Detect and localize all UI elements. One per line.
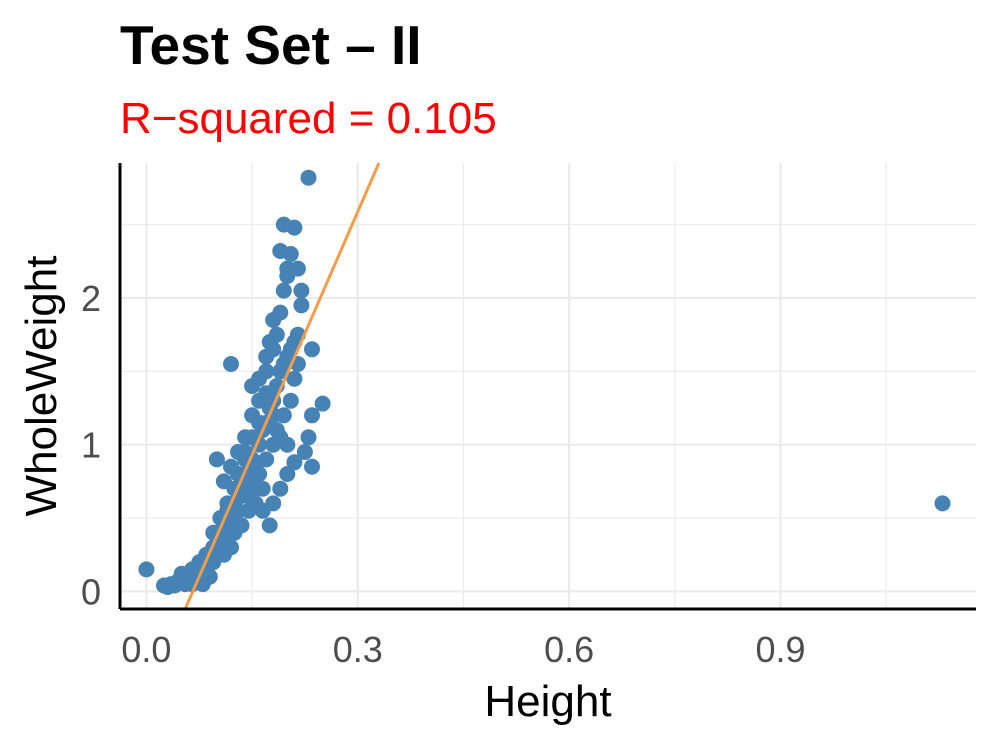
- data-point: [300, 169, 317, 186]
- fit-line-layer: [183, 162, 381, 610]
- x-axis-title: Height: [484, 677, 611, 726]
- x-tick-label: 0.6: [544, 629, 594, 670]
- data-point: [244, 429, 261, 446]
- data-point: [272, 243, 289, 259]
- data-point: [268, 326, 285, 343]
- data-point: [279, 466, 296, 482]
- data-point: [282, 392, 299, 409]
- data-point: [304, 458, 320, 475]
- data-points: [138, 169, 951, 595]
- data-point: [286, 454, 303, 471]
- data-point: [251, 466, 268, 482]
- y-axis-title: WholeWeight: [17, 256, 66, 517]
- data-point: [251, 370, 268, 387]
- x-tick-label: 0.9: [755, 629, 805, 670]
- data-point: [138, 561, 155, 578]
- regression-line: [183, 162, 381, 610]
- data-point: [275, 282, 292, 299]
- data-point: [272, 304, 289, 321]
- data-point: [261, 517, 278, 534]
- data-point: [177, 576, 194, 593]
- data-point: [314, 395, 331, 412]
- data-point: [296, 444, 313, 460]
- data-point: [279, 268, 296, 284]
- y-tick-label: 0: [81, 571, 101, 612]
- data-point: [304, 341, 320, 358]
- data-point: [215, 546, 232, 563]
- data-point: [208, 451, 225, 468]
- x-tick-labels: 0.0 0.3 0.6 0.9: [121, 629, 805, 670]
- data-point: [275, 216, 292, 233]
- data-point: [240, 488, 257, 504]
- x-tick-label: 0.0: [121, 629, 171, 670]
- y-tick-label: 2: [81, 278, 101, 319]
- data-point: [286, 370, 303, 387]
- data-point: [934, 495, 951, 512]
- data-point: [265, 436, 282, 453]
- data-point: [223, 356, 239, 372]
- data-point: [265, 341, 282, 358]
- y-tick-label: 1: [81, 425, 101, 466]
- data-point: [300, 429, 317, 446]
- y-tick-labels: 0 1 2: [81, 278, 101, 612]
- data-point: [258, 451, 275, 468]
- chart-subtitle: R−squared = 0.105: [120, 94, 497, 143]
- data-point: [304, 407, 320, 424]
- plot-panel: [120, 162, 976, 610]
- x-tick-label: 0.3: [333, 629, 383, 670]
- data-point: [272, 480, 289, 497]
- data-point: [293, 282, 310, 299]
- data-point: [293, 297, 310, 314]
- data-point: [258, 385, 275, 402]
- chart-title: Test Set – II: [120, 14, 422, 76]
